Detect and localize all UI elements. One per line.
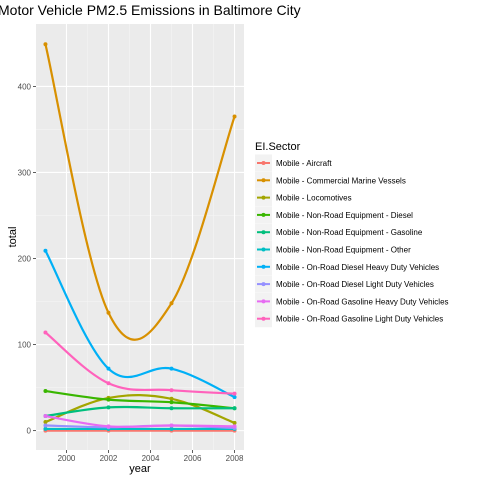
series-line: [44, 43, 236, 341]
data-point: [43, 248, 48, 253]
data-point: [232, 406, 237, 411]
grid-lines: [36, 24, 244, 450]
data-point: [43, 42, 48, 47]
legend-label: Mobile - Non-Road Equipment - Gasoline: [276, 228, 423, 237]
data-point: [232, 424, 237, 429]
y-tick-label: 400: [18, 82, 32, 91]
data-point: [232, 114, 237, 119]
legend-label: Mobile - On-Road Diesel Light Duty Vehic…: [276, 280, 434, 289]
legend: EI.Sector Mobile - Aircraft Mobile - Comm…: [255, 141, 449, 328]
legend-title: EI.Sector: [255, 141, 301, 153]
legend-label: Mobile - On-Road Diesel Heavy Duty Vehic…: [276, 263, 439, 272]
x-tick-label: 2000: [58, 454, 76, 463]
legend-item: Mobile - On-Road Diesel Heavy Duty Vehic…: [255, 258, 439, 276]
series-2: [43, 394, 237, 425]
series-line: [44, 389, 236, 410]
y-axis-title: total: [7, 227, 19, 248]
series-line: [44, 249, 236, 399]
legend-label: Mobile - Commercial Marine Vessels: [276, 176, 406, 185]
legend-item: Mobile - Locomotives: [255, 189, 352, 207]
legend-item: Mobile - Non-Road Equipment - Diesel: [255, 206, 413, 224]
data-point: [106, 424, 111, 429]
legend-key-point: [261, 247, 266, 252]
y-tick-label: 200: [18, 255, 32, 264]
data-point: [43, 389, 48, 394]
legend-item: Mobile - On-Road Gasoline Heavy Duty Veh…: [255, 292, 449, 310]
chart-title: Motor Vehicle PM2.5 Emissions in Baltimo…: [0, 2, 301, 18]
axes: 0 100 200 300 400 2000 2002 2004 2006 2008: [18, 82, 244, 463]
legend-label: Mobile - Aircraft: [276, 159, 332, 168]
data-point: [169, 301, 174, 306]
legend-item: Mobile - Commercial Marine Vessels: [255, 171, 406, 189]
data-point: [106, 397, 111, 402]
y-tick-label: 0: [27, 427, 32, 436]
series-8: [43, 414, 237, 429]
data-point: [232, 420, 237, 425]
series-9: [43, 330, 237, 396]
data-point: [232, 395, 237, 400]
legend-label: Mobile - Non-Road Equipment - Diesel: [276, 211, 413, 220]
legend-key-point: [261, 178, 266, 183]
x-tick-label: 2004: [142, 454, 160, 463]
legend-item: Mobile - Non-Road Equipment - Gasoline: [255, 223, 423, 241]
series-line: [44, 405, 236, 418]
legend-label: Mobile - Locomotives: [276, 194, 352, 203]
legend-item: Mobile - On-Road Diesel Light Duty Vehic…: [255, 275, 434, 293]
series-line: [44, 394, 236, 424]
legend-key-point: [261, 161, 266, 165]
data-point: [43, 414, 48, 419]
legend-label: Mobile - Non-Road Equipment - Other: [276, 246, 411, 255]
series-lines: [43, 42, 237, 433]
data-point: [169, 396, 174, 401]
y-tick-label: 100: [18, 341, 32, 350]
y-tick-label: 300: [18, 168, 32, 177]
data-point: [106, 366, 111, 371]
x-axis-title: year: [129, 463, 151, 475]
x-tick-label: 2008: [226, 454, 244, 463]
data-point: [106, 405, 111, 410]
legend-key-point: [261, 230, 266, 235]
data-point: [169, 426, 174, 431]
data-point: [169, 423, 174, 428]
data-point: [43, 426, 48, 431]
legend-key-point: [261, 316, 266, 321]
data-point: [232, 391, 237, 396]
series-line: [44, 414, 236, 429]
data-point: [169, 400, 174, 405]
legend-key-point: [261, 212, 266, 217]
data-point: [169, 366, 174, 371]
legend-item: Mobile - On-Road Gasoline Light Duty Veh…: [255, 310, 443, 328]
data-point: [43, 420, 48, 425]
plot-panel: [36, 24, 244, 450]
data-point: [43, 423, 48, 428]
series-6: [43, 248, 237, 400]
legend-items: Mobile - Aircraft Mobile - Commercial Mar…: [255, 154, 449, 328]
legend-key-point: [261, 195, 266, 200]
x-tick-label: 2006: [184, 454, 202, 463]
legend-key-point: [261, 264, 266, 269]
series-line: [44, 331, 236, 395]
legend-key-point: [261, 299, 266, 304]
legend-label: Mobile - On-Road Gasoline Light Duty Veh…: [276, 315, 443, 324]
legend-item: Mobile - Non-Road Equipment - Other: [255, 241, 411, 258]
data-point: [169, 406, 174, 411]
data-point: [106, 310, 111, 315]
series-1: [43, 42, 237, 341]
data-point: [106, 381, 111, 386]
x-tick-label: 2002: [100, 454, 118, 463]
legend-key-point: [261, 282, 266, 287]
data-point: [169, 388, 174, 393]
legend-label: Mobile - On-Road Gasoline Heavy Duty Veh…: [276, 297, 449, 306]
legend-item: Mobile - Aircraft: [255, 154, 332, 172]
data-point: [43, 330, 48, 335]
